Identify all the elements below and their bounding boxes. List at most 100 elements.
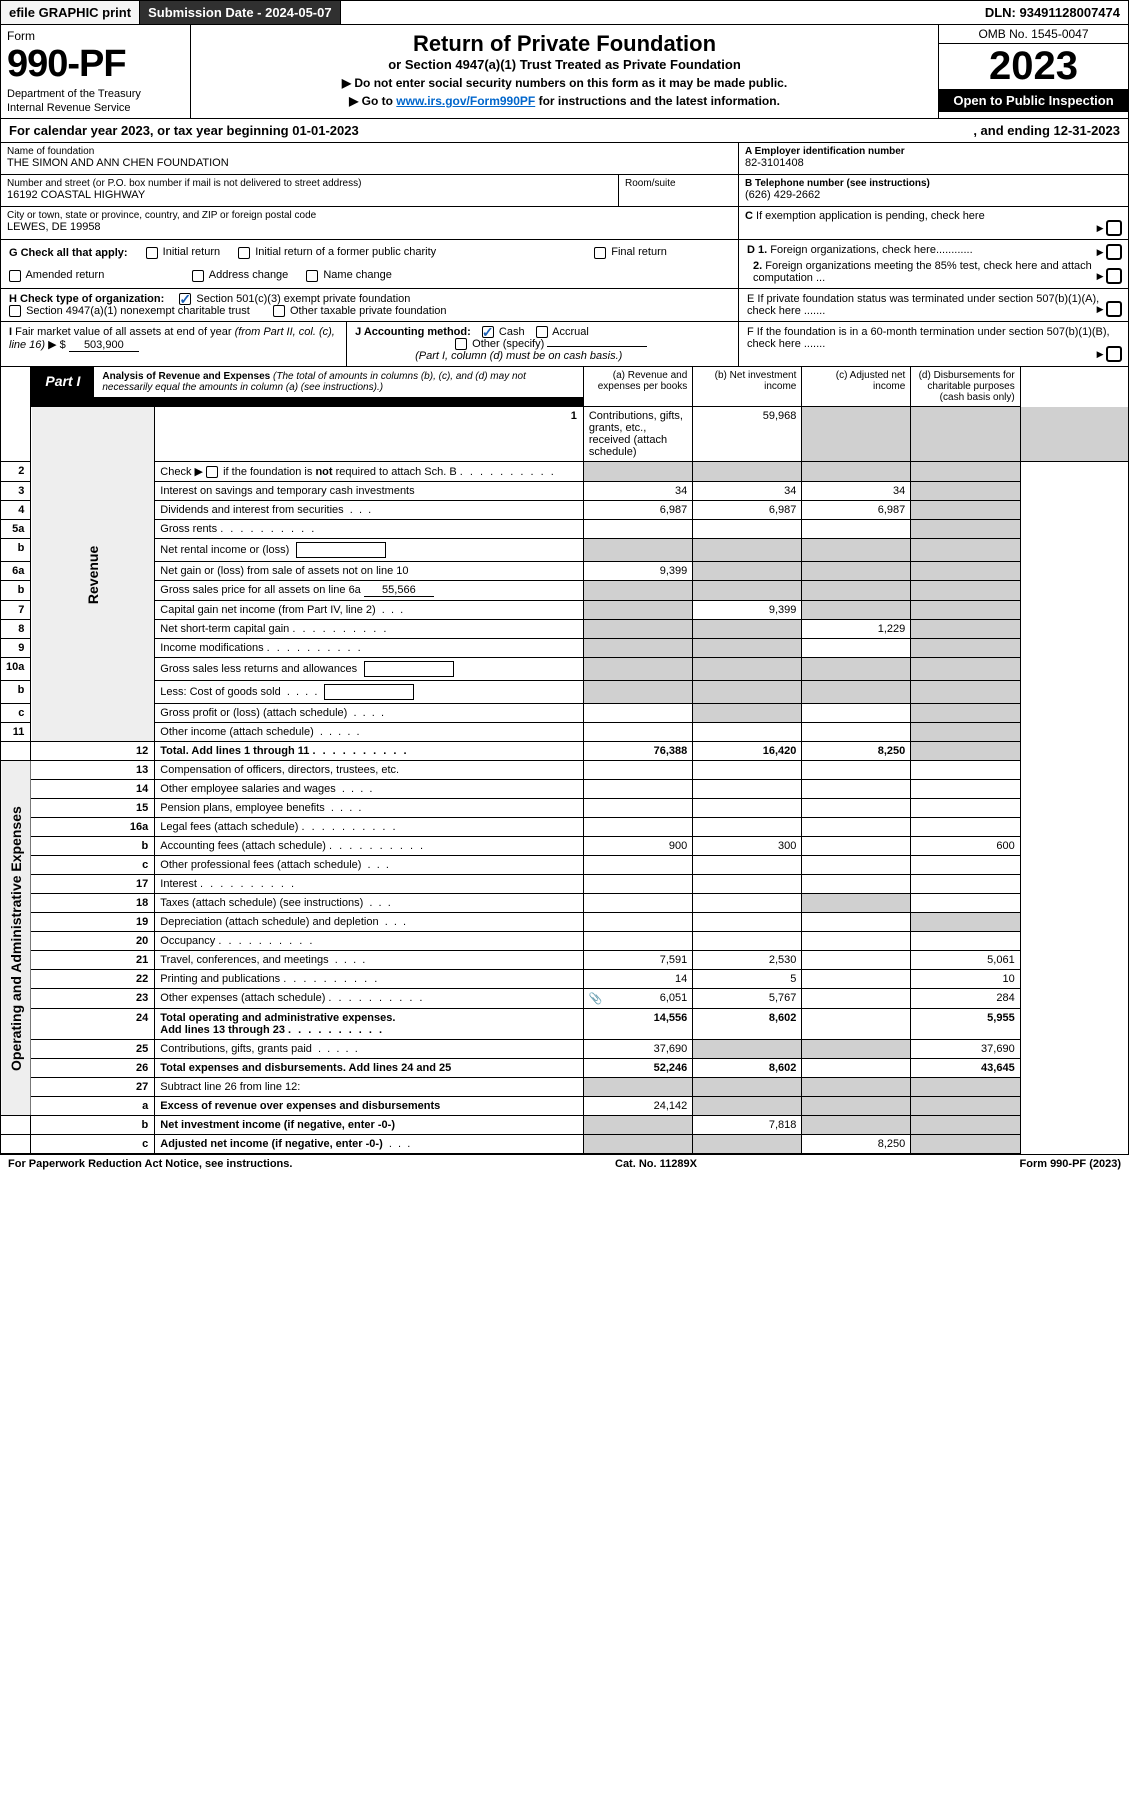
line-10a: Gross sales less returns and allowances <box>155 658 584 681</box>
ein-value: 82-3101408 <box>745 157 1122 169</box>
footer-center: Cat. No. 11289X <box>615 1158 697 1170</box>
street-value: 16192 COASTAL HIGHWAY <box>7 189 618 201</box>
col-c-header: (c) Adjusted net income <box>802 367 911 407</box>
cal-begin: For calendar year 2023, or tax year begi… <box>9 123 973 138</box>
footer-right: Form 990-PF (2023) <box>1020 1158 1122 1170</box>
dept-treasury: Department of the Treasury <box>7 88 184 100</box>
col-d-note: (Part I, column (d) must be on cash basi… <box>415 350 622 362</box>
cb-f[interactable] <box>1106 346 1122 362</box>
cb-sch-b[interactable] <box>206 466 218 478</box>
line-8: Net short-term capital gain <box>155 620 584 639</box>
attach-icon[interactable]: 📎 <box>589 992 603 1005</box>
cb-d1[interactable] <box>1106 244 1122 260</box>
cal-end: , and ending 12-31-2023 <box>973 123 1120 138</box>
form-label: Form <box>7 29 184 43</box>
line-15: Pension plans, employee benefits . . . . <box>155 799 584 818</box>
expenses-sidebar: Operating and Administrative Expenses <box>1 761 31 1116</box>
line-18: Taxes (attach schedule) (see instruction… <box>155 894 584 913</box>
line-27a: Excess of revenue over expenses and disb… <box>155 1097 584 1116</box>
cb-other-taxable[interactable] <box>273 305 285 317</box>
cb-501c3[interactable] <box>179 293 191 305</box>
sec-c-checkbox[interactable] <box>1106 220 1122 236</box>
sec-f-label: F If the foundation is in a 60-month ter… <box>747 326 1110 350</box>
cb-d2[interactable] <box>1106 268 1122 284</box>
sec-g-d-row: G Check all that apply: Initial return I… <box>0 240 1129 289</box>
line-10c: Gross profit or (loss) (attach schedule)… <box>155 704 584 723</box>
cb-initial-return[interactable] <box>146 247 158 259</box>
line-19: Depreciation (attach schedule) and deple… <box>155 913 584 932</box>
form-title: Return of Private Foundation <box>203 31 926 57</box>
sec-i-j-f-row: I Fair market value of all assets at end… <box>0 322 1129 367</box>
calendar-year-row: For calendar year 2023, or tax year begi… <box>0 119 1129 143</box>
cb-cash[interactable] <box>482 326 494 338</box>
line-11: Other income (attach schedule) . . . . . <box>155 723 584 742</box>
page-footer: For Paperwork Reduction Act Notice, see … <box>0 1154 1129 1173</box>
sec-d1-label: D 1. Foreign organizations, check here..… <box>747 244 973 256</box>
part1-title: Analysis of Revenue and Expenses <box>102 371 270 382</box>
line-6a: Net gain or (loss) from sale of assets n… <box>155 562 584 581</box>
top-bar: efile GRAPHIC print Submission Date - 20… <box>0 0 1129 25</box>
line-24: Total operating and administrative expen… <box>155 1009 584 1040</box>
line-16a: Legal fees (attach schedule) <box>155 818 584 837</box>
col-a-header: (a) Revenue and expenses per books <box>583 367 692 407</box>
sec-h-e-row: H Check type of organization: Section 50… <box>0 289 1129 322</box>
line-2: Check ▶ if the foundation is not require… <box>155 462 584 482</box>
line-16c: Other professional fees (attach schedule… <box>155 856 584 875</box>
cb-amended[interactable] <box>9 270 21 282</box>
street-label: Number and street (or P.O. box number if… <box>7 178 618 189</box>
dept-irs: Internal Revenue Service <box>7 102 184 114</box>
col-d-header: (d) Disbursements for charitable purpose… <box>911 367 1020 407</box>
line-14: Other employee salaries and wages . . . … <box>155 780 584 799</box>
entity-info: Name of foundation THE SIMON AND ANN CHE… <box>0 143 1129 240</box>
cb-final-return[interactable] <box>594 247 606 259</box>
tax-year: 2023 <box>939 44 1128 89</box>
cb-name-change[interactable] <box>306 270 318 282</box>
foundation-name-label: Name of foundation <box>7 146 732 157</box>
line-27c: Adjusted net income (if negative, enter … <box>155 1135 584 1154</box>
city-label: City or town, state or province, country… <box>7 210 732 221</box>
line-20: Occupancy <box>155 932 584 951</box>
fmv-value: 503,900 <box>69 339 139 352</box>
revenue-sidebar: Revenue <box>31 407 155 742</box>
line-25: Contributions, gifts, grants paid . . . … <box>155 1040 584 1059</box>
part1-tab: Part I <box>31 367 94 397</box>
city-value: LEWES, DE 19958 <box>7 221 732 233</box>
line-1: Contributions, gifts, grants, etc., rece… <box>583 407 692 462</box>
instr-1: ▶ Do not enter social security numbers o… <box>203 76 926 90</box>
line-26: Total expenses and disbursements. Add li… <box>155 1059 584 1078</box>
part1-table: Part I Analysis of Revenue and Expenses … <box>0 367 1129 1154</box>
form-link[interactable]: www.irs.gov/Form990PF <box>396 94 535 108</box>
cb-e[interactable] <box>1106 301 1122 317</box>
line-21: Travel, conferences, and meetings . . . … <box>155 951 584 970</box>
line-12: Total. Add lines 1 through 11 <box>155 742 584 761</box>
cb-address-change[interactable] <box>192 270 204 282</box>
form-header: Form 990-PF Department of the Treasury I… <box>0 25 1129 119</box>
room-label: Room/suite <box>625 178 738 189</box>
sec-c-label: C If exemption application is pending, c… <box>745 210 985 222</box>
line-23: Other expenses (attach schedule) <box>155 989 584 1009</box>
line-3: Interest on savings and temporary cash i… <box>155 482 584 501</box>
form-subtitle: or Section 4947(a)(1) Trust Treated as P… <box>203 57 926 72</box>
line-9: Income modifications <box>155 639 584 658</box>
sec-h-label: H Check type of organization: <box>9 293 164 305</box>
col-b-header: (b) Net investment income <box>693 367 802 407</box>
phone-label: B Telephone number (see instructions) <box>745 178 930 189</box>
form-number: 990-PF <box>7 43 184 86</box>
line-22: Printing and publications <box>155 970 584 989</box>
line-16b: Accounting fees (attach schedule) <box>155 837 584 856</box>
open-public-badge: Open to Public Inspection <box>939 89 1128 112</box>
sec-e-label: E If private foundation status was termi… <box>747 293 1099 317</box>
line-6b: Gross sales price for all assets on line… <box>155 581 584 601</box>
line-27b: Net investment income (if negative, ente… <box>155 1116 584 1135</box>
cb-other-method[interactable] <box>455 338 467 350</box>
submission-date: Submission Date - 2024-05-07 <box>140 1 341 24</box>
cb-initial-former[interactable] <box>238 247 250 259</box>
line-27: Subtract line 26 from line 12: <box>155 1078 584 1097</box>
ein-label: A Employer identification number <box>745 146 905 157</box>
sec-i-label: I Fair market value of all assets at end… <box>9 326 335 338</box>
cb-4947[interactable] <box>9 305 21 317</box>
instr-2: ▶ Go to www.irs.gov/Form990PF for instru… <box>203 94 926 108</box>
cb-accrual[interactable] <box>536 326 548 338</box>
sec-d2-label: 2. Foreign organizations meeting the 85%… <box>753 260 1092 284</box>
line-5a: Gross rents <box>155 520 584 539</box>
